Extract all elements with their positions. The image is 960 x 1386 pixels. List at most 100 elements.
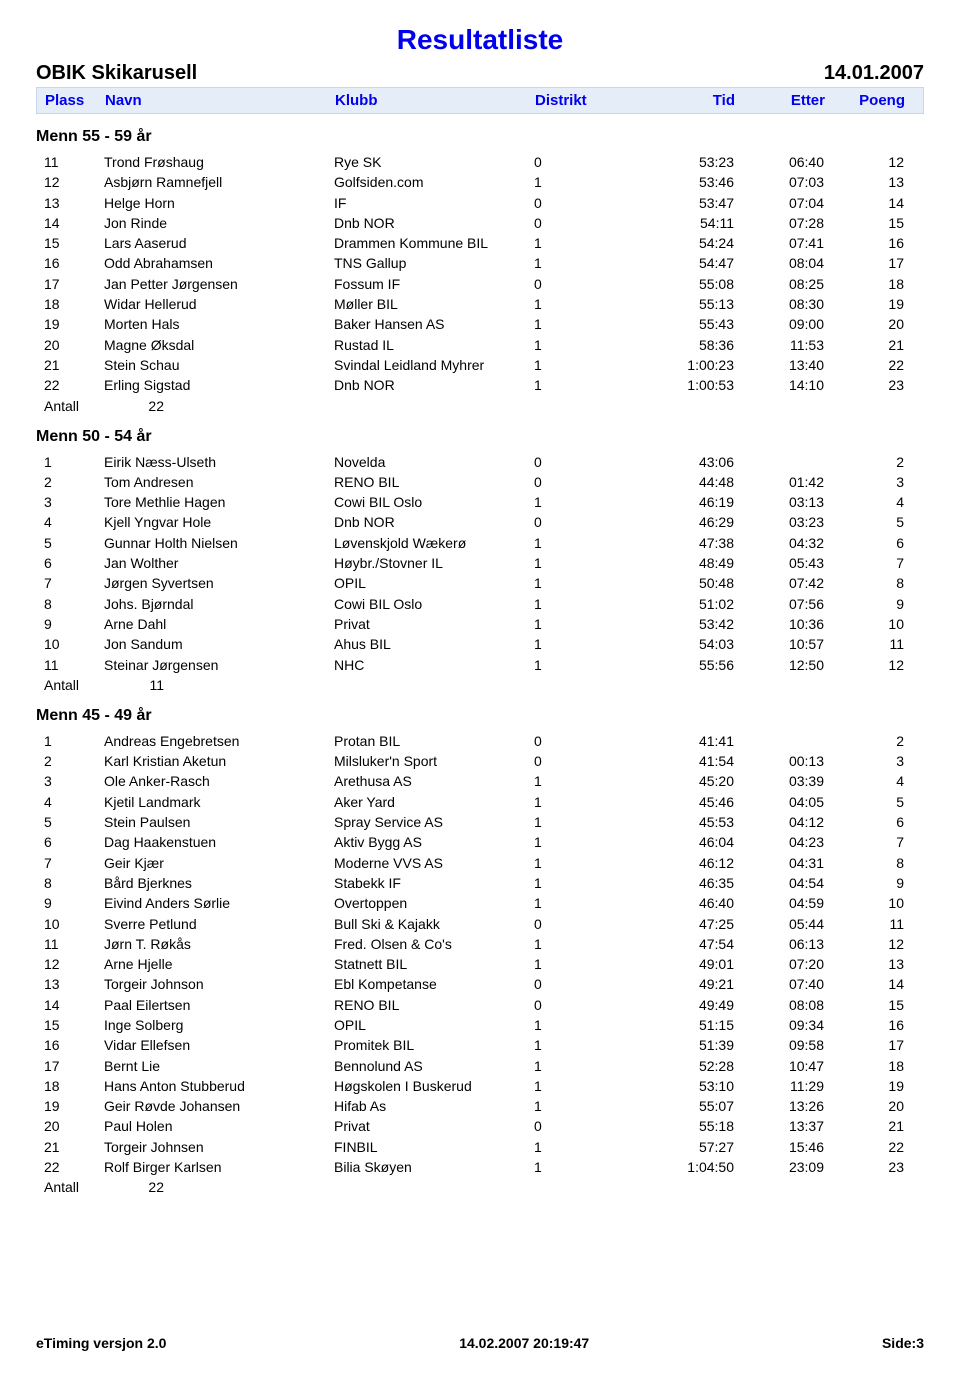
table-row: 6Dag HaakenstuenAktiv Bygg AS146:0404:23… xyxy=(36,832,924,852)
page-footer: eTiming versjon 2.0 14.02.2007 20:19:47 … xyxy=(36,1335,924,1351)
cell-distrikt: 1 xyxy=(534,553,624,573)
table-row: 20Magne ØksdalRustad IL158:3611:5321 xyxy=(36,335,924,355)
cell-poeng: 8 xyxy=(824,573,904,593)
table-row: 6Jan WoltherHøybr./Stovner IL148:4905:43… xyxy=(36,553,924,573)
cell-klubb: Svindal Leidland Myhrer xyxy=(334,355,534,375)
cell-etter: 08:08 xyxy=(734,995,824,1015)
cell-navn: Andreas Engebretsen xyxy=(104,731,334,751)
cell-klubb: Spray Service AS xyxy=(334,812,534,832)
cell-poeng: 16 xyxy=(824,1015,904,1035)
cell-plass: 11 xyxy=(44,934,104,954)
cell-navn: Tom Andresen xyxy=(104,472,334,492)
antall-row: Antall22 xyxy=(36,398,924,414)
cell-klubb: Dnb NOR xyxy=(334,213,534,233)
cell-navn: Sverre Petlund xyxy=(104,914,334,934)
cell-poeng: 5 xyxy=(824,792,904,812)
antall-label: Antall xyxy=(44,398,104,414)
table-row: 10Jon SandumAhus BIL154:0310:5711 xyxy=(36,634,924,654)
cell-distrikt: 0 xyxy=(534,731,624,751)
cell-navn: Stein Schau xyxy=(104,355,334,375)
cell-plass: 2 xyxy=(44,472,104,492)
cell-poeng: 22 xyxy=(824,1137,904,1157)
cell-poeng: 11 xyxy=(824,634,904,654)
cell-navn: Jon Sandum xyxy=(104,634,334,654)
footer-left: eTiming versjon 2.0 xyxy=(36,1335,166,1351)
cell-klubb: IF xyxy=(334,193,534,213)
cell-tid: 47:38 xyxy=(624,533,734,553)
cell-tid: 54:03 xyxy=(624,634,734,654)
cell-etter: 06:40 xyxy=(734,152,824,172)
cell-plass: 5 xyxy=(44,533,104,553)
cell-plass: 21 xyxy=(44,1137,104,1157)
cell-tid: 1:00:23 xyxy=(624,355,734,375)
cell-etter: 04:05 xyxy=(734,792,824,812)
cell-poeng: 12 xyxy=(824,934,904,954)
cell-tid: 48:49 xyxy=(624,553,734,573)
cell-plass: 10 xyxy=(44,634,104,654)
table-row: 16Odd AbrahamsenTNS Gallup154:4708:0417 xyxy=(36,253,924,273)
cell-etter: 10:36 xyxy=(734,614,824,634)
footer-right: Side:3 xyxy=(882,1335,924,1351)
table-row: 13Helge HornIF053:4707:0414 xyxy=(36,193,924,213)
cell-klubb: Novelda xyxy=(334,452,534,472)
cell-plass: 8 xyxy=(44,594,104,614)
cell-distrikt: 1 xyxy=(534,655,624,675)
cell-klubb: OPIL xyxy=(334,573,534,593)
cell-poeng: 10 xyxy=(824,614,904,634)
cell-etter: 06:13 xyxy=(734,934,824,954)
cell-poeng: 3 xyxy=(824,472,904,492)
cell-tid: 55:43 xyxy=(624,314,734,334)
cell-navn: Jan Petter Jørgensen xyxy=(104,274,334,294)
cell-etter: 01:42 xyxy=(734,472,824,492)
cell-plass: 1 xyxy=(44,731,104,751)
cell-plass: 11 xyxy=(44,152,104,172)
antall-value: 22 xyxy=(104,1179,176,1195)
cell-plass: 19 xyxy=(44,314,104,334)
table-row: 18Widar HellerudMøller BIL155:1308:3019 xyxy=(36,294,924,314)
col-distrikt: Distrikt xyxy=(535,92,625,109)
cell-distrikt: 1 xyxy=(534,771,624,791)
cell-poeng: 3 xyxy=(824,751,904,771)
cell-etter: 23:09 xyxy=(734,1157,824,1177)
cell-navn: Bård Bjerknes xyxy=(104,873,334,893)
cell-klubb: Bennolund AS xyxy=(334,1056,534,1076)
cell-plass: 7 xyxy=(44,853,104,873)
page-title: Resultatliste xyxy=(36,24,924,56)
cell-plass: 6 xyxy=(44,832,104,852)
cell-etter: 07:04 xyxy=(734,193,824,213)
cell-plass: 21 xyxy=(44,355,104,375)
cell-poeng: 8 xyxy=(824,853,904,873)
cell-plass: 12 xyxy=(44,954,104,974)
cell-klubb: Bull Ski & Kajakk xyxy=(334,914,534,934)
cell-navn: Arne Hjelle xyxy=(104,954,334,974)
cell-distrikt: 1 xyxy=(534,832,624,852)
cell-plass: 22 xyxy=(44,1157,104,1177)
cell-distrikt: 1 xyxy=(534,172,624,192)
cell-distrikt: 0 xyxy=(534,213,624,233)
cell-distrikt: 1 xyxy=(534,812,624,832)
cell-distrikt: 1 xyxy=(534,792,624,812)
cell-klubb: Stabekk IF xyxy=(334,873,534,893)
table-row: 3Ole Anker-RaschArethusa AS145:2003:394 xyxy=(36,771,924,791)
cell-etter: 03:39 xyxy=(734,771,824,791)
cell-etter: 04:12 xyxy=(734,812,824,832)
cell-etter: 09:00 xyxy=(734,314,824,334)
cell-navn: Kjetil Landmark xyxy=(104,792,334,812)
cell-plass: 16 xyxy=(44,1035,104,1055)
cell-tid: 47:25 xyxy=(624,914,734,934)
cell-distrikt: 0 xyxy=(534,452,624,472)
cell-klubb: Ahus BIL xyxy=(334,634,534,654)
cell-poeng: 7 xyxy=(824,832,904,852)
cell-poeng: 22 xyxy=(824,355,904,375)
cell-poeng: 12 xyxy=(824,152,904,172)
col-plass: Plass xyxy=(45,92,105,109)
cell-klubb: Fred. Olsen & Co's xyxy=(334,934,534,954)
cell-plass: 10 xyxy=(44,914,104,934)
cell-distrikt: 0 xyxy=(534,995,624,1015)
cell-poeng: 13 xyxy=(824,954,904,974)
cell-klubb: Rustad IL xyxy=(334,335,534,355)
cell-klubb: Protan BIL xyxy=(334,731,534,751)
cell-navn: Jon Rinde xyxy=(104,213,334,233)
cell-tid: 45:53 xyxy=(624,812,734,832)
cell-tid: 41:41 xyxy=(624,731,734,751)
